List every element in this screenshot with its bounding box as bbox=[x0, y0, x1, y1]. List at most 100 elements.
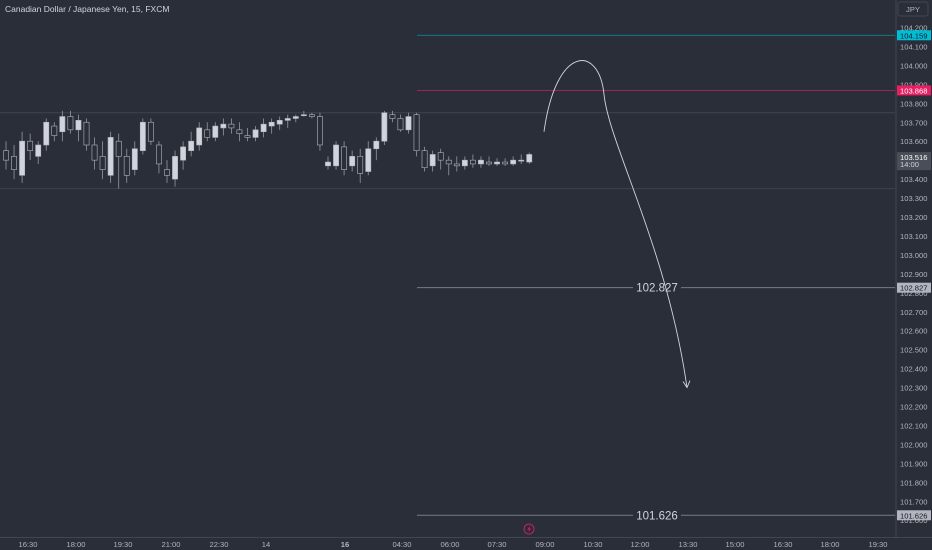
last-price-badge bbox=[897, 152, 931, 171]
price-tick-label: 102.000 bbox=[900, 440, 927, 449]
candle-body bbox=[236, 129, 243, 134]
chart-title: Canadian Dollar / Japanese Yen, 15, FXCM bbox=[5, 4, 170, 14]
candle-body bbox=[91, 144, 98, 161]
candle-body bbox=[148, 121, 154, 142]
red-price-badge bbox=[897, 85, 931, 96]
target2-label: 101.626 bbox=[636, 510, 678, 522]
candle-body bbox=[437, 152, 444, 161]
price-tick-label: 103.000 bbox=[900, 251, 927, 260]
candle-body bbox=[75, 120, 82, 131]
price-tick-label: 102.900 bbox=[900, 270, 927, 279]
time-tick-label: 14 bbox=[262, 540, 270, 549]
candle-body bbox=[131, 148, 138, 170]
candle-body bbox=[260, 123, 267, 133]
price-tick-label: 102.300 bbox=[900, 384, 927, 393]
time-tick-label: 12:00 bbox=[630, 540, 649, 549]
candle-body bbox=[115, 140, 122, 157]
target2-price-text: 101.626 bbox=[900, 511, 927, 520]
price-tick-label: 103.300 bbox=[900, 194, 927, 203]
candle-body bbox=[478, 159, 484, 165]
candle-body bbox=[67, 116, 74, 131]
candle-body bbox=[453, 163, 460, 167]
candle-body bbox=[83, 121, 90, 146]
candle-body bbox=[59, 116, 66, 133]
candle-body bbox=[325, 161, 331, 167]
candle-body bbox=[365, 148, 372, 172]
candle-body bbox=[196, 127, 203, 146]
candle-body bbox=[139, 121, 146, 151]
time-tick-label: 06:00 bbox=[440, 540, 459, 549]
target2-price-badge bbox=[897, 510, 931, 521]
price-tick-label: 103.400 bbox=[900, 175, 927, 184]
candle-body bbox=[212, 125, 219, 138]
time-tick-label: 19:30 bbox=[113, 540, 132, 549]
candle-body bbox=[180, 146, 186, 161]
candle-body bbox=[188, 140, 195, 151]
candle-body bbox=[397, 118, 404, 131]
price-tick-label: 104.100 bbox=[900, 42, 927, 51]
candle-body bbox=[156, 144, 162, 165]
time-axis: 16:30 18:00 19:30 21:00 22:30 14 16 04:30 06:00 0… bbox=[0, 523, 932, 549]
candle-body bbox=[19, 140, 25, 176]
candle-body bbox=[445, 159, 452, 165]
candle-body bbox=[244, 135, 251, 138]
price-tick-label: 103.200 bbox=[900, 213, 927, 222]
price-tick-label: 103.100 bbox=[900, 232, 927, 241]
candle-body bbox=[99, 156, 106, 170]
candles bbox=[3, 110, 533, 189]
price-tick-label: 102.700 bbox=[900, 308, 927, 317]
candle-body bbox=[3, 150, 9, 161]
price-tick-label: 104.200 bbox=[900, 24, 927, 33]
target2-label-bg bbox=[633, 507, 681, 524]
projection-curve[interactable] bbox=[543, 60, 688, 388]
price-tick-label: 103.800 bbox=[900, 99, 927, 108]
cyan-price-badge bbox=[897, 30, 931, 41]
candle-body bbox=[469, 159, 476, 165]
candle-body bbox=[107, 137, 114, 176]
candle-body bbox=[252, 129, 259, 138]
price-tick-label: 103.900 bbox=[900, 80, 927, 89]
time-tick-label: 18:00 bbox=[66, 540, 85, 549]
currency-label: JPY bbox=[906, 5, 920, 14]
candle-body bbox=[308, 114, 315, 117]
horizontal-levels: 102.827 101.626 bbox=[0, 34, 895, 524]
time-tick-label: 16:30 bbox=[18, 540, 37, 549]
price-tick-label: 101.600 bbox=[900, 516, 927, 525]
time-tick-label: 21:00 bbox=[161, 540, 180, 549]
target1-price-badge bbox=[897, 282, 931, 293]
candle-body bbox=[526, 154, 533, 163]
price-tick-label: 103.600 bbox=[900, 137, 927, 146]
candle-body bbox=[333, 144, 339, 167]
time-tick-label: 09:00 bbox=[535, 540, 554, 549]
candle-body bbox=[502, 161, 508, 165]
price-axis: JPY104.200104.100104.000103.900103.80010… bbox=[895, 0, 929, 537]
candle-body bbox=[381, 112, 388, 142]
candle-body bbox=[35, 144, 42, 157]
target1-price-text: 102.827 bbox=[900, 284, 927, 293]
candle-body bbox=[510, 159, 517, 165]
candle-body bbox=[518, 159, 525, 162]
time-tick-label: 13:30 bbox=[678, 540, 697, 549]
candle-body bbox=[413, 114, 420, 151]
candle-body bbox=[123, 156, 130, 176]
candle-body bbox=[164, 169, 170, 176]
candle-body bbox=[389, 114, 396, 119]
currency-badge[interactable] bbox=[897, 1, 929, 17]
candle-body bbox=[349, 156, 356, 167]
lightning-glyph bbox=[527, 525, 531, 533]
time-tick-label: 18:00 bbox=[820, 540, 839, 549]
candle-body bbox=[11, 156, 17, 170]
last-price-text: 103.516 bbox=[900, 153, 927, 162]
projection-arrowhead bbox=[682, 380, 691, 389]
price-tick-label: 102.200 bbox=[900, 403, 927, 412]
price-tick-label: 102.400 bbox=[900, 365, 927, 374]
candle-body bbox=[27, 140, 34, 151]
last-price-time: 14:00 bbox=[900, 160, 919, 169]
price-tick-label: 103.700 bbox=[900, 118, 927, 127]
candle-body bbox=[172, 156, 178, 180]
time-tick-label: 10:30 bbox=[583, 540, 602, 549]
time-tick-label: 22:30 bbox=[209, 540, 228, 549]
red-price-text: 103.868 bbox=[900, 86, 927, 95]
